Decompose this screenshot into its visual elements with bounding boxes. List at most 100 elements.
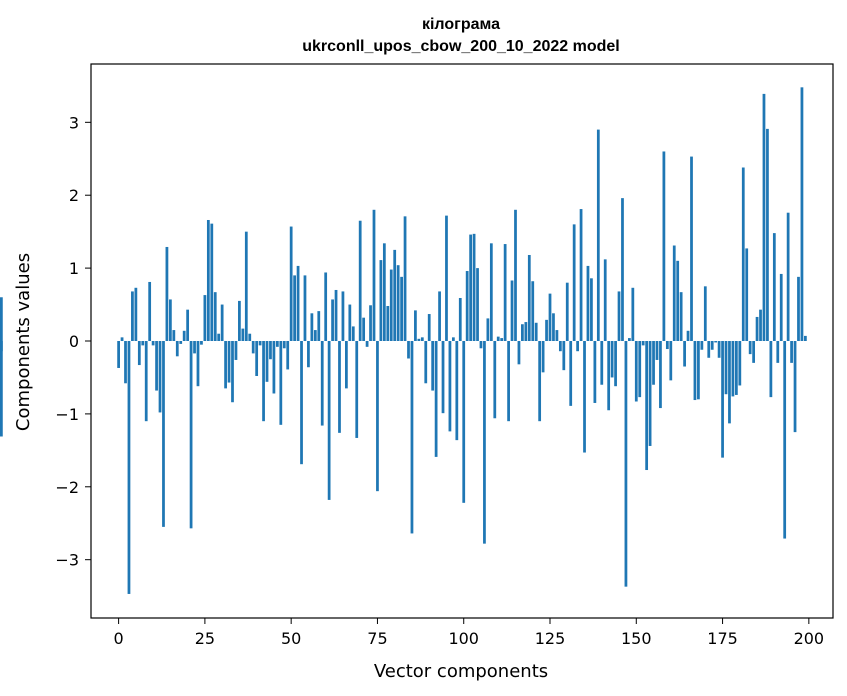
bar (545, 319, 548, 341)
bar (141, 341, 145, 346)
bar (168, 299, 172, 341)
bar (389, 269, 393, 341)
bar (262, 341, 265, 422)
bar (282, 341, 286, 349)
bar (365, 341, 369, 347)
bar (703, 286, 707, 341)
bar (369, 305, 372, 341)
bar (493, 341, 497, 419)
bar (783, 341, 787, 539)
bar (234, 341, 238, 360)
bar (714, 341, 718, 343)
bar (634, 341, 638, 402)
bar (790, 341, 793, 363)
bar (127, 341, 131, 594)
bar (334, 289, 338, 341)
y-tick-label: −1 (55, 405, 79, 424)
bar (393, 249, 397, 341)
bar (748, 341, 752, 355)
bar (420, 337, 424, 341)
bar (662, 151, 666, 341)
bar (286, 341, 290, 370)
bar (196, 341, 200, 387)
bar (552, 313, 555, 341)
bar (690, 156, 693, 341)
bar (193, 341, 196, 354)
bar (217, 333, 221, 341)
bar (700, 341, 704, 350)
bar (603, 259, 607, 341)
bar (596, 129, 600, 341)
bar (766, 128, 769, 341)
bar (144, 341, 148, 422)
bar (762, 93, 766, 341)
bar (293, 275, 296, 341)
bar (538, 341, 542, 422)
bar (472, 233, 476, 341)
bar (586, 265, 590, 341)
bar (717, 341, 721, 358)
y-tick-label: 0 (69, 332, 79, 351)
bar (338, 341, 341, 433)
bar (345, 341, 348, 389)
bar (628, 338, 631, 341)
bar (258, 341, 262, 346)
bar (341, 291, 345, 341)
bar (189, 341, 193, 529)
bar (679, 292, 683, 341)
bar (728, 341, 731, 424)
bar (400, 276, 403, 341)
bar (648, 341, 652, 446)
y-axis-label: Components values (13, 253, 34, 431)
bar (641, 341, 645, 346)
bar (645, 341, 649, 471)
bar (0, 297, 3, 341)
bar (476, 268, 479, 341)
bar (407, 341, 410, 359)
bar (772, 233, 776, 341)
bar (117, 341, 120, 368)
bar (514, 209, 517, 341)
bar (565, 282, 569, 341)
bar (496, 336, 500, 341)
bar (769, 341, 773, 398)
bar (0, 341, 3, 437)
chart-subtitle: ukrconll_upos_cbow_200_10_2022 model (302, 38, 619, 55)
x-tick-label: 175 (707, 629, 738, 648)
bar (186, 309, 190, 341)
bar (317, 311, 321, 341)
y-tick-label: 1 (69, 259, 79, 278)
bar (362, 317, 366, 341)
bar (693, 341, 697, 401)
x-tick-label: 25 (195, 629, 215, 648)
bar (179, 341, 183, 344)
bar (562, 341, 566, 371)
bar (327, 341, 331, 500)
bar (427, 314, 431, 341)
bar (610, 341, 614, 378)
bar (355, 341, 359, 438)
bar (165, 246, 169, 341)
bar (224, 341, 227, 389)
x-tick-label: 50 (281, 629, 301, 648)
bar (527, 254, 531, 341)
bar (120, 337, 124, 341)
bar (617, 291, 621, 341)
bar (721, 341, 724, 458)
bar (358, 220, 362, 341)
bar (752, 341, 756, 363)
bar (175, 341, 179, 357)
bar (289, 226, 293, 341)
bar (776, 341, 780, 363)
bar (206, 219, 210, 341)
bar (755, 316, 759, 341)
bar (331, 299, 334, 341)
bar (182, 330, 186, 341)
y-tick-label: 2 (69, 186, 79, 205)
bar (710, 341, 714, 350)
bar (576, 341, 579, 352)
bar (131, 291, 134, 341)
bar (300, 341, 303, 465)
x-axis-label: Vector components (374, 661, 548, 682)
bar (797, 276, 800, 341)
